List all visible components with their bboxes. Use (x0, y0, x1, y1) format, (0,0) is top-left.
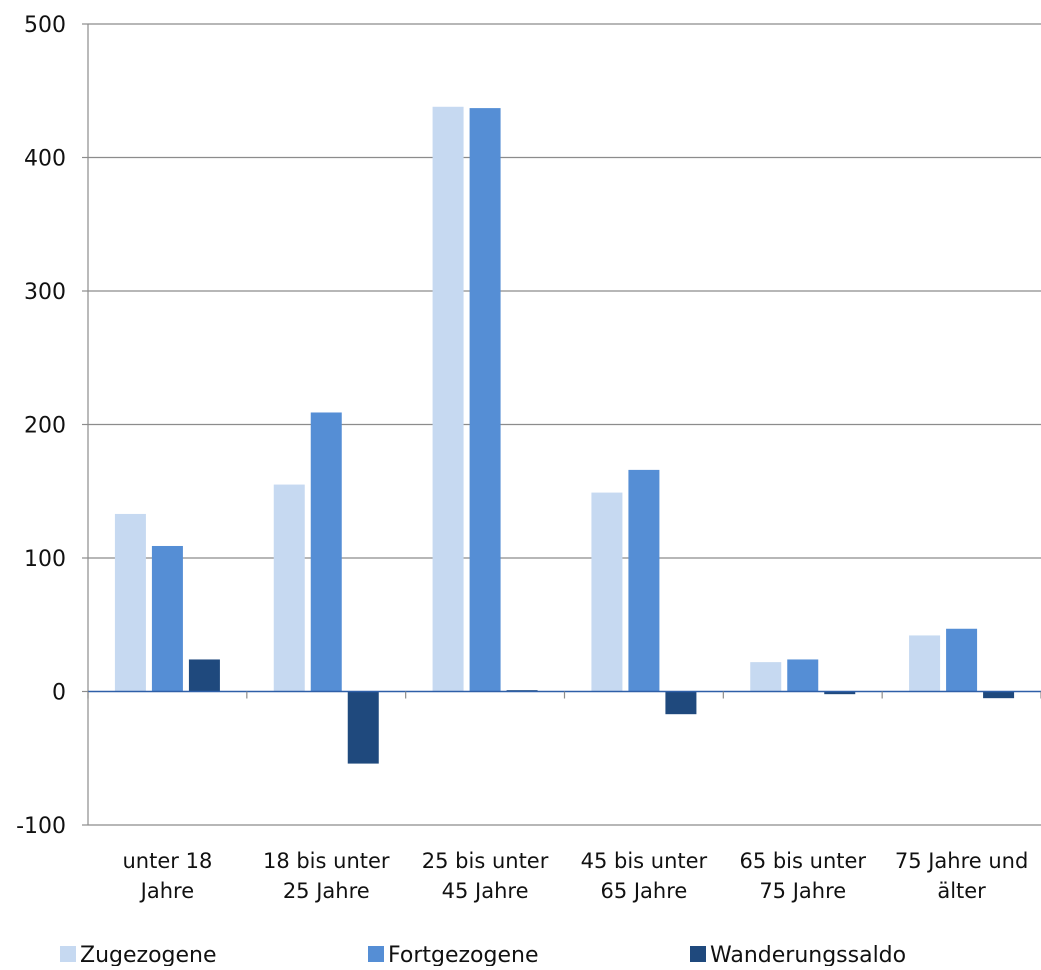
y-tick-labels: -100 0 100 200 300 400 500 (16, 13, 66, 839)
bar-zugezogene-2 (432, 106, 464, 692)
x-tick-label: 45 Jahre (442, 879, 529, 903)
x-tick-label: 25 Jahre (283, 879, 370, 903)
x-tick-label: 65 Jahre (600, 879, 687, 903)
bar-wanderungssaldo-5 (983, 691, 1015, 699)
bars (114, 106, 1015, 764)
x-tick-label: 75 Jahre (759, 879, 846, 903)
legend-label-fortgezogene: Fortgezogene (388, 943, 539, 966)
legend-swatch-zugezogene (60, 946, 76, 962)
bar-fortgezogene-2 (469, 108, 501, 692)
bar-fortgezogene-4 (787, 659, 819, 692)
y-tick-label: 200 (24, 414, 66, 439)
legend: Zugezogene Fortgezogene Wanderungssaldo (60, 943, 906, 968)
legend-label-zugezogene: Zugezogene (80, 943, 217, 966)
x-tick-label: älter (937, 879, 986, 903)
bar-wanderungssaldo-0 (188, 659, 220, 692)
bar-zugezogene-3 (591, 492, 623, 692)
x-tick-label: 25 bis unter (422, 849, 549, 873)
x-tick-label: unter 18 (123, 849, 213, 873)
bar-zugezogene-5 (909, 635, 941, 692)
y-tick-label: 0 (52, 681, 66, 706)
grid-lines (88, 23, 1041, 826)
x-tick-label: 75 Jahre und (895, 849, 1029, 873)
x-tick-label: Jahre (139, 879, 194, 903)
bar-zugezogene-1 (273, 484, 305, 692)
y-tick-label: 500 (24, 13, 66, 38)
y-tick-label: -100 (16, 814, 66, 839)
x-tick-label: 65 bis unter (739, 849, 866, 873)
bar-fortgezogene-3 (628, 469, 660, 692)
legend-swatch-fortgezogene (368, 946, 384, 962)
y-tick-label: 100 (24, 547, 66, 572)
bar-fortgezogene-0 (151, 545, 183, 692)
bar-wanderungssaldo-4 (824, 691, 856, 695)
bar-wanderungssaldo-1 (347, 691, 379, 764)
y-tick-label: 400 (24, 147, 66, 172)
axes (82, 23, 1041, 826)
bar-wanderungssaldo-3 (665, 691, 697, 715)
bar-zugezogene-0 (114, 513, 146, 692)
legend-swatch-wanderungssaldo (690, 946, 706, 962)
bar-zugezogene-4 (750, 662, 782, 692)
legend-label-wanderungssaldo: Wanderungssaldo (710, 943, 906, 966)
bar-fortgezogene-1 (310, 412, 342, 692)
bar-fortgezogene-5 (946, 628, 978, 692)
y-tick-label: 300 (24, 280, 66, 305)
x-tick-label: 45 bis unter (581, 849, 708, 873)
x-tick-labels: unter 18 Jahre 18 bis unter 25 Jahre 25 bis … (123, 849, 1029, 903)
x-tick-label: 18 bis unter (263, 849, 390, 873)
